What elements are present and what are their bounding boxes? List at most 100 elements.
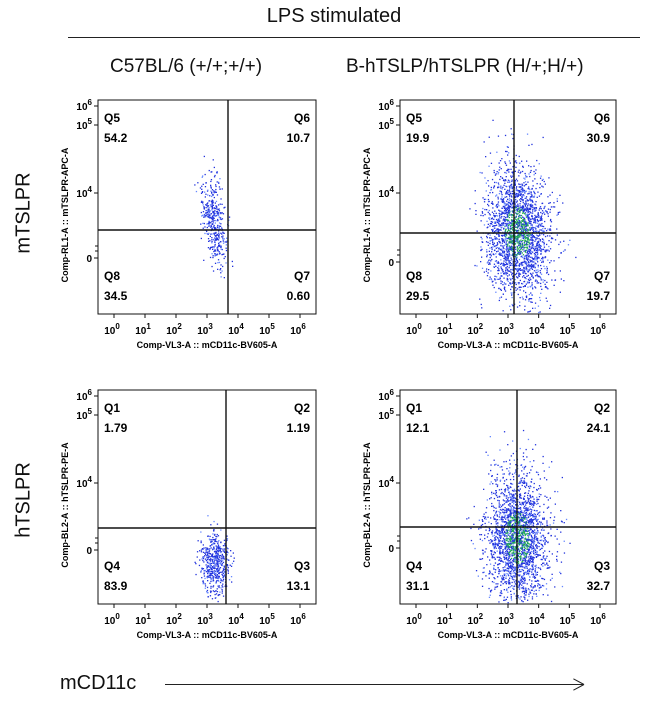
data-point [505, 478, 508, 481]
data-point [526, 275, 528, 277]
data-point [532, 180, 534, 182]
data-point [505, 233, 508, 236]
data-point [526, 209, 528, 211]
data-point [529, 239, 531, 241]
data-point [519, 305, 521, 307]
data-point [493, 244, 495, 247]
data-point [548, 250, 550, 252]
data-point [511, 530, 513, 532]
data-point [211, 569, 213, 571]
data-point [503, 273, 505, 275]
data-point [486, 268, 488, 270]
data-point [486, 564, 488, 566]
data-point [546, 250, 548, 252]
data-point [492, 483, 494, 485]
data-point [201, 567, 203, 569]
data-point [525, 222, 527, 224]
data-point [506, 215, 509, 217]
data-point [516, 269, 518, 271]
data-point [223, 565, 225, 567]
data-point [221, 557, 223, 559]
data-point [534, 236, 536, 239]
data-point [510, 545, 512, 547]
data-point [504, 203, 506, 205]
data-point [546, 479, 548, 481]
data-point [534, 302, 537, 304]
data-point [493, 226, 495, 228]
data-point [507, 545, 509, 547]
data-point [513, 515, 515, 517]
data-point [532, 201, 534, 203]
data-point [512, 495, 514, 498]
data-point [534, 518, 537, 520]
data-point [514, 179, 516, 182]
data-point [528, 589, 530, 591]
data-point [527, 572, 529, 575]
data-point [508, 284, 510, 286]
data-point [523, 559, 525, 561]
data-point [494, 215, 496, 217]
data-point [212, 190, 215, 192]
data-point [510, 257, 512, 259]
data-point [509, 214, 511, 216]
data-point [507, 525, 509, 527]
data-point [520, 224, 523, 226]
data-point [505, 224, 507, 226]
data-point [517, 520, 519, 522]
data-point [215, 535, 217, 538]
data-point [529, 592, 532, 594]
data-point [206, 215, 208, 217]
data-point [515, 254, 517, 257]
data-point [517, 566, 520, 568]
data-point [531, 580, 533, 582]
data-point [541, 527, 544, 529]
data-point [231, 581, 233, 583]
data-point [212, 204, 214, 206]
data-point [217, 542, 219, 545]
data-point [232, 552, 234, 554]
data-point [503, 222, 505, 225]
data-point [521, 511, 523, 513]
data-point [508, 541, 510, 543]
data-point [482, 515, 484, 518]
data-point [210, 179, 213, 181]
data-point [221, 585, 223, 587]
data-point [507, 251, 509, 253]
data-point [506, 214, 509, 216]
data-point [520, 216, 522, 219]
data-point [524, 243, 526, 246]
data-point [513, 506, 515, 508]
data-point [503, 286, 506, 288]
data-point [219, 581, 222, 584]
data-point [530, 221, 532, 223]
data-point [211, 567, 213, 569]
data-point [213, 192, 215, 194]
data-point [512, 275, 514, 278]
data-point [509, 522, 512, 524]
data-point [218, 225, 220, 227]
data-point [498, 186, 500, 188]
data-point [510, 558, 512, 561]
data-point [563, 240, 565, 242]
data-point [537, 222, 539, 224]
data-point [506, 216, 509, 218]
data-point [218, 181, 220, 183]
data-point [541, 219, 543, 221]
data-point [217, 219, 219, 222]
data-point [216, 536, 218, 538]
data-point [512, 229, 514, 232]
data-point [530, 242, 532, 244]
data-point [514, 524, 516, 527]
data-point [493, 534, 496, 537]
data-point [515, 287, 517, 289]
data-point [528, 266, 530, 268]
data-point [220, 571, 222, 573]
data-point [517, 229, 519, 232]
data-point [494, 546, 496, 548]
data-point [529, 523, 532, 525]
data-point [205, 551, 207, 553]
data-point [511, 210, 513, 212]
data-point [516, 194, 518, 196]
data-point [531, 294, 533, 296]
data-point [534, 529, 536, 531]
